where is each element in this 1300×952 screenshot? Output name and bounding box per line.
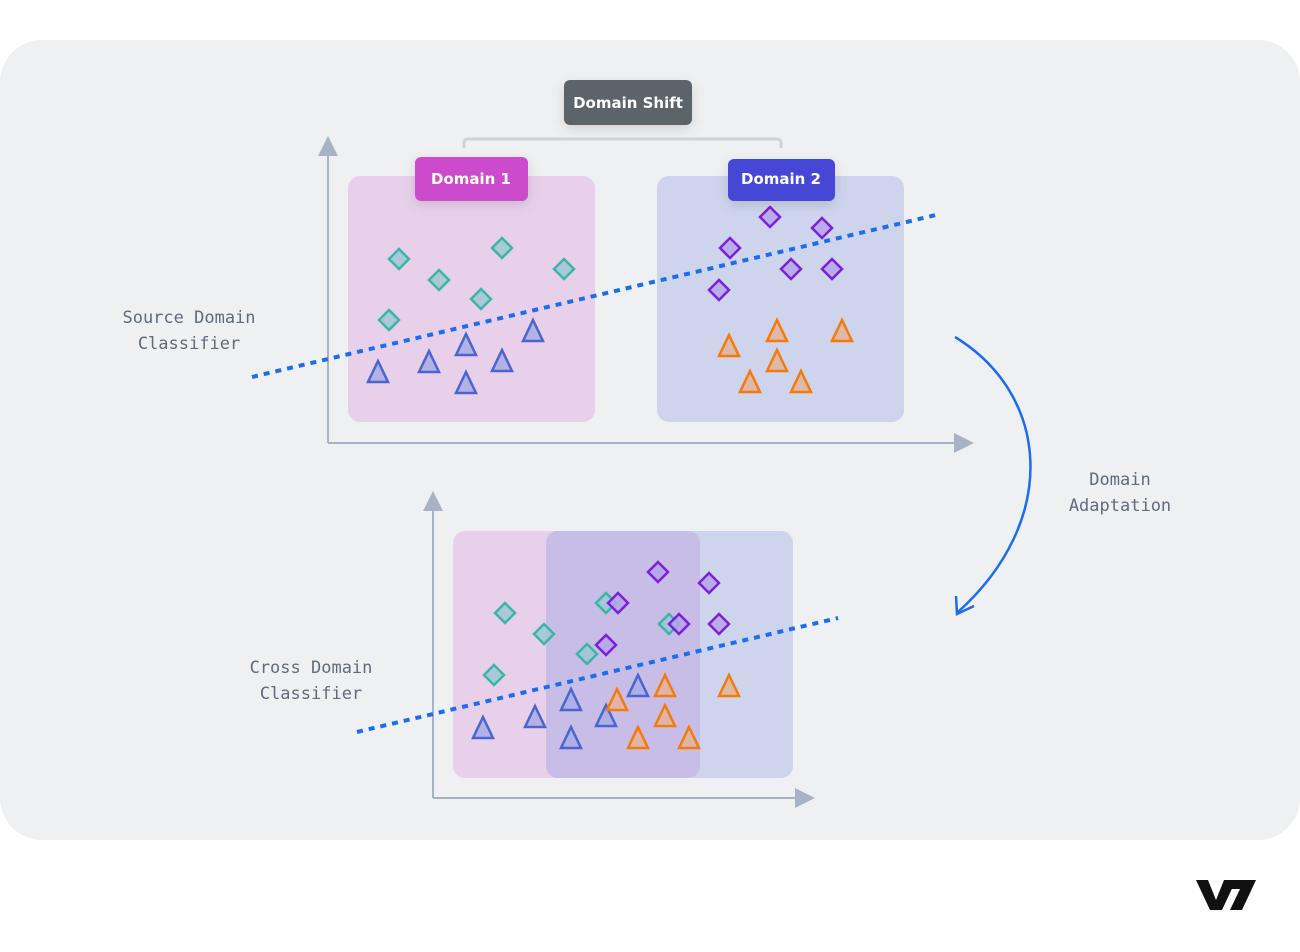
blue-triangle-marker	[471, 714, 495, 740]
domain-shift-label: Domain Shift	[573, 94, 683, 112]
orange-triangle-marker	[605, 686, 629, 712]
orange-triangle-marker	[765, 347, 789, 373]
purple-diamond-marker	[594, 633, 618, 657]
orange-triangle-marker	[653, 672, 677, 698]
domain-shift-bracket	[462, 137, 783, 148]
cross-classifier-label-line2: Classifier	[260, 684, 362, 704]
blue-triangle-marker	[626, 672, 650, 698]
blue-triangle-marker	[454, 331, 478, 357]
orange-triangle-marker	[717, 672, 741, 698]
teal-diamond-marker	[493, 601, 517, 625]
purple-diamond-marker	[606, 591, 630, 615]
blue-triangle-marker	[454, 369, 478, 395]
domain-adaptation-label-line2: Adaptation	[1069, 496, 1171, 516]
domain1-tag	[415, 157, 528, 201]
blue-triangle-marker	[559, 686, 583, 712]
source-classifier-label-line2: Classifier	[138, 334, 240, 354]
purple-diamond-marker	[707, 278, 731, 302]
background-panel	[0, 40, 1300, 840]
teal-diamond-marker	[377, 308, 401, 332]
domain-adaptation-arrow	[954, 335, 1032, 613]
cross-classifier-line	[356, 616, 839, 734]
v7-logo	[1196, 880, 1256, 910]
blue-triangle-marker	[366, 358, 390, 384]
purple-diamond-marker	[779, 257, 803, 281]
purple-diamond-marker	[667, 612, 691, 636]
teal-diamond-marker	[469, 287, 493, 311]
purple-diamond-marker	[820, 257, 844, 281]
domain-adaptation-label-line1: Domain	[1089, 470, 1150, 490]
blue-triangle-marker	[417, 348, 441, 374]
blue-triangle-marker	[559, 724, 583, 750]
blue-triangle-marker	[594, 702, 618, 728]
purple-diamond-marker	[758, 205, 782, 229]
source-classifier-line	[251, 213, 937, 379]
source-classifier-label-line1: Source Domain	[122, 308, 255, 328]
orange-triangle-marker	[830, 317, 854, 343]
teal-diamond-marker	[490, 236, 514, 260]
orange-triangle-marker	[653, 702, 677, 728]
domain1-label: Domain 1	[431, 170, 511, 188]
orange-triangle-marker	[789, 368, 813, 394]
blue-triangle-marker	[521, 317, 545, 343]
orange-triangle-marker	[765, 317, 789, 343]
purple-diamond-marker	[697, 571, 721, 595]
blue-triangle-marker	[490, 347, 514, 373]
purple-diamond-marker	[718, 236, 742, 260]
domain-shift-tag	[564, 80, 692, 125]
orange-triangle-marker	[626, 724, 650, 750]
domain2-tag	[728, 159, 835, 201]
teal-diamond-marker	[552, 257, 576, 281]
orange-triangle-marker	[738, 368, 762, 394]
teal-diamond-marker	[482, 663, 506, 687]
purple-diamond-marker	[646, 560, 670, 584]
domain2-label: Domain 2	[741, 170, 821, 188]
domain2-region	[657, 176, 904, 422]
blue-triangle-marker	[523, 703, 547, 729]
teal-diamond-marker	[387, 247, 411, 271]
orange-triangle-marker	[717, 332, 741, 358]
teal-diamond-marker	[575, 642, 599, 666]
cross-classifier-label-line1: Cross Domain	[250, 658, 373, 678]
domain-adaptation-arrowhead	[954, 595, 975, 616]
purple-diamond-marker	[707, 612, 731, 636]
orange-triangle-marker	[677, 724, 701, 750]
teal-diamond-marker	[427, 268, 451, 292]
teal-diamond-marker	[532, 622, 556, 646]
purple-diamond-marker	[810, 216, 834, 240]
